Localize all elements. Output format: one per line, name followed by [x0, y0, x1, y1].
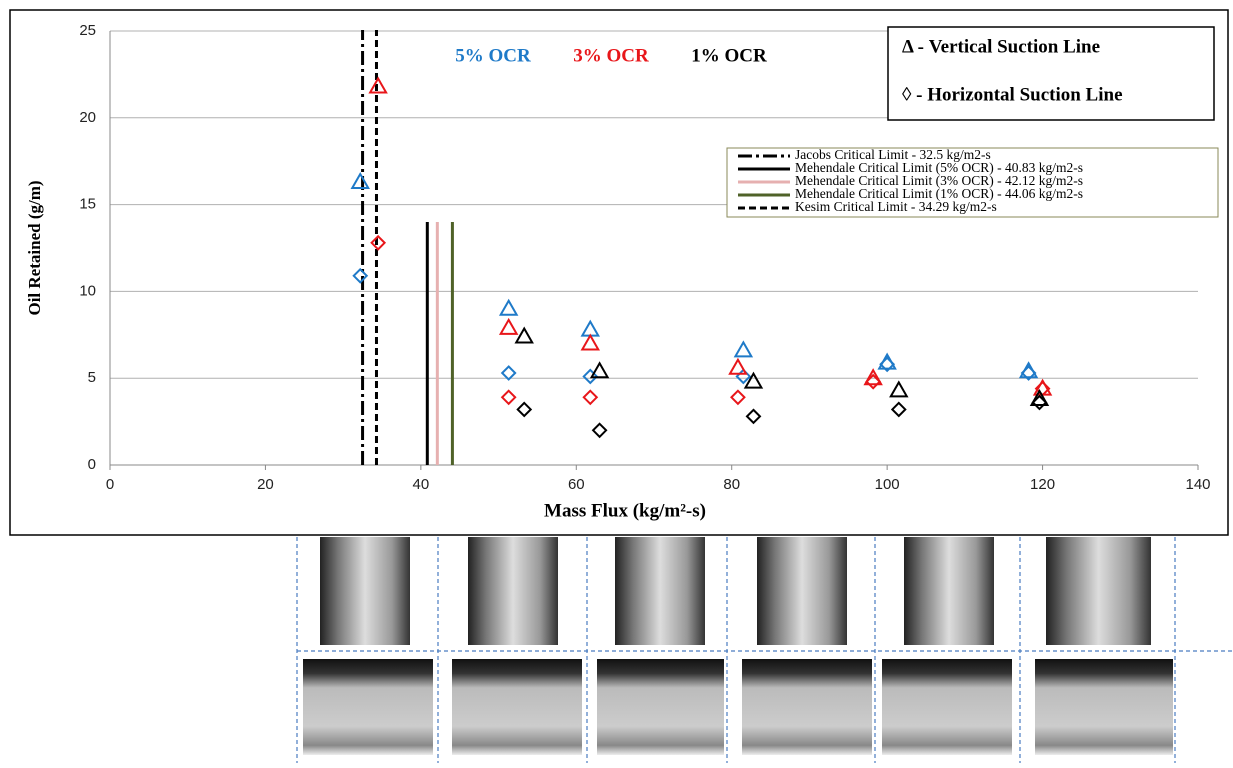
photo [1035, 659, 1173, 755]
marker-legend-box [887, 26, 1215, 121]
point [728, 357, 748, 375]
y-tick-label: 10 [79, 282, 96, 299]
point [350, 172, 370, 190]
x-tick-label: 40 [413, 476, 430, 493]
point [863, 368, 883, 386]
limit-legend-box [726, 147, 1219, 218]
point [352, 267, 369, 284]
photo [468, 537, 558, 645]
legend-label: Mehendale Critical Limit (5% OCR) - 40.8… [795, 160, 1083, 175]
y-tick-label: 15 [79, 196, 96, 213]
point [743, 371, 764, 389]
photo [742, 659, 872, 755]
point [498, 317, 519, 335]
photo [904, 537, 994, 645]
point [1020, 365, 1037, 381]
y-tick-label: 5 [88, 369, 96, 386]
series-label: 3% OCR [573, 45, 649, 66]
point [591, 422, 608, 439]
photo [597, 659, 724, 755]
photo [1046, 537, 1151, 645]
photo [882, 659, 1012, 755]
x-tick-label: 60 [568, 476, 585, 493]
point [370, 234, 387, 251]
point [879, 356, 896, 373]
point [500, 389, 517, 406]
marker-legend-label: Δ - Vertical Suction Line [902, 36, 1100, 57]
point [1029, 389, 1050, 407]
legend-label: Jacobs Critical Limit - 32.5 kg/m2-s [795, 147, 991, 162]
point [730, 389, 746, 406]
photo [303, 659, 433, 755]
point [745, 408, 762, 425]
point [890, 401, 907, 418]
point [865, 373, 882, 390]
plot-area: 0 5 10 15 20 25 0 20 40 60 80 100 120 140 [79, 22, 1210, 493]
y-tick-label: 20 [79, 109, 96, 126]
point [580, 333, 600, 351]
series-label: 5% OCR [455, 45, 531, 66]
point [889, 380, 909, 398]
legend-label: Mehendale Critical Limit (3% OCR) - 42.1… [795, 173, 1083, 188]
legend-label: Mehendale Critical Limit (1% OCR) - 44.0… [795, 186, 1083, 201]
x-tick-label: 140 [1185, 476, 1210, 493]
point [500, 365, 517, 381]
point [368, 76, 388, 94]
y-tick-label: 25 [79, 22, 96, 39]
x-axis-label: Mass Flux (kg/m²-s) [544, 500, 706, 521]
legend-label: Kesim Critical Limit - 34.29 kg/m2-s [795, 199, 997, 214]
point [1031, 394, 1048, 411]
point [582, 368, 599, 385]
point [589, 361, 610, 379]
photo [320, 537, 410, 645]
x-tick-label: 100 [875, 476, 900, 493]
y-axis-label: Oil Retained (g/m) [25, 180, 44, 315]
x-tick-label: 120 [1030, 476, 1055, 493]
x-tick-label: 80 [723, 476, 740, 493]
point [733, 340, 754, 358]
series-label: 1% OCR [691, 45, 767, 66]
x-tick-label: 0 [106, 476, 114, 493]
point [582, 389, 599, 406]
point [516, 401, 533, 418]
flow-photos [296, 537, 1233, 763]
photo [757, 537, 847, 645]
photo [615, 537, 705, 645]
y-tick-label: 0 [88, 456, 96, 473]
point [514, 326, 534, 344]
photo [452, 659, 582, 755]
marker-legend-label: ◊ - Horizontal Suction Line [902, 84, 1123, 105]
x-tick-label: 20 [257, 476, 274, 493]
point [498, 298, 519, 316]
